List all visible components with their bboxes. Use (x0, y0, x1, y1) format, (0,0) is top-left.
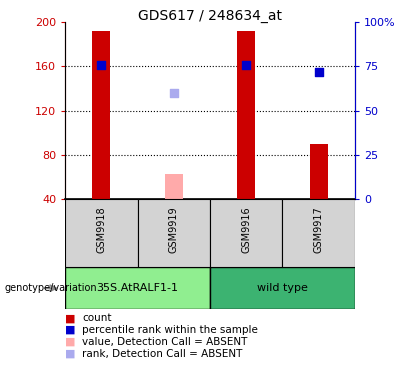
Text: ■: ■ (65, 325, 76, 335)
Text: GSM9916: GSM9916 (241, 207, 251, 253)
Text: ■: ■ (65, 337, 76, 347)
Text: percentile rank within the sample: percentile rank within the sample (82, 325, 258, 335)
Point (243, 61, 249, 67)
Text: count: count (82, 313, 111, 324)
Bar (138, 199, 210, 267)
Text: GSM9917: GSM9917 (314, 206, 324, 253)
Point (171, 90, 177, 96)
Text: ■: ■ (65, 313, 76, 324)
Text: GSM9918: GSM9918 (96, 207, 106, 253)
Bar (165, 174, 183, 199)
Bar (210, 267, 355, 309)
Text: wild type: wild type (257, 283, 308, 293)
Bar (210, 199, 282, 267)
Point (98, 61, 105, 67)
Bar (237, 31, 255, 199)
Text: genotype/variation: genotype/variation (4, 283, 97, 293)
Bar (65, 267, 210, 309)
Text: GDS617 / 248634_at: GDS617 / 248634_at (138, 9, 282, 23)
Text: rank, Detection Call = ABSENT: rank, Detection Call = ABSENT (82, 348, 242, 359)
Text: GSM9919: GSM9919 (169, 207, 179, 253)
Bar (65, 199, 138, 267)
Text: 35S.AtRALF1-1: 35S.AtRALF1-1 (97, 283, 178, 293)
Bar (92, 31, 110, 199)
Text: value, Detection Call = ABSENT: value, Detection Call = ABSENT (82, 337, 247, 347)
Bar (282, 199, 355, 267)
Point (315, 69, 322, 75)
Text: ■: ■ (65, 348, 76, 359)
Bar (310, 144, 328, 199)
